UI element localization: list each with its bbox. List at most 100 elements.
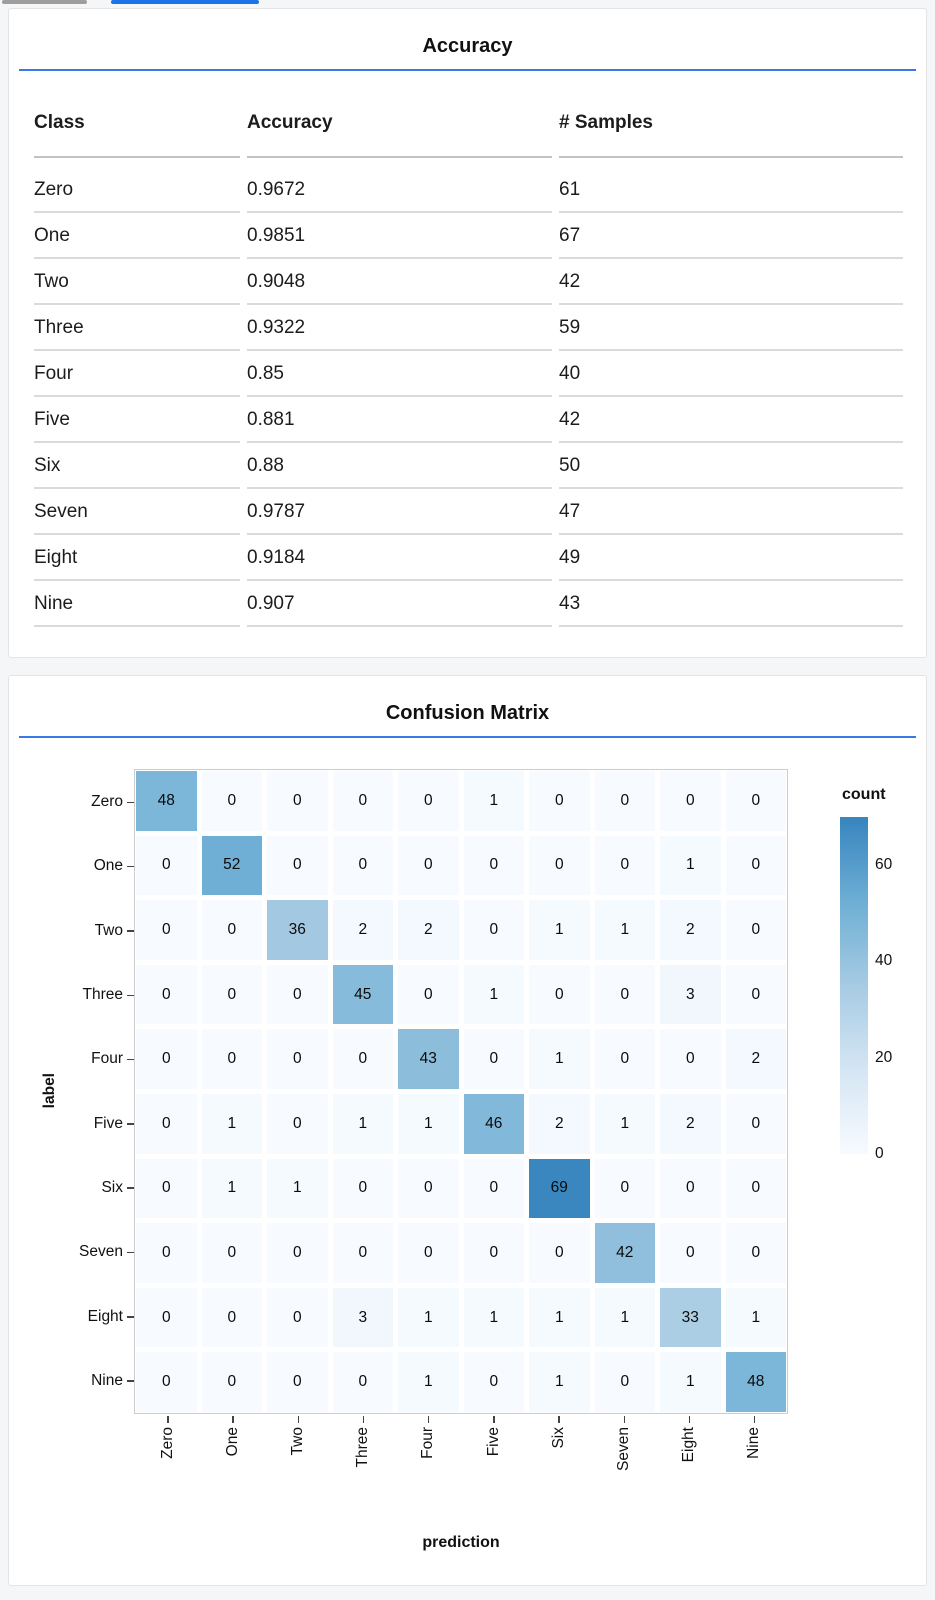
samples-cell: 67 bbox=[559, 213, 903, 259]
heatmap-cell-seven-five: 0 bbox=[463, 1223, 524, 1283]
heatmap-cell-seven-eight: 0 bbox=[660, 1223, 721, 1283]
x-axis-tick bbox=[493, 1416, 495, 1423]
heatmap-cell-three-zero: 0 bbox=[136, 964, 197, 1025]
samples-cell: 49 bbox=[559, 535, 903, 581]
table-row: Seven 0.9787 47 bbox=[34, 489, 903, 535]
class-cell: Three bbox=[34, 305, 240, 351]
heatmap-cell-nine-four: 1 bbox=[398, 1352, 459, 1412]
x-tick-label-box: Three bbox=[331, 1427, 395, 1517]
heatmap-cell-one-two: 0 bbox=[267, 835, 328, 896]
heatmap-cell-four-three: 0 bbox=[332, 1029, 393, 1089]
accuracy-cell: 0.9787 bbox=[247, 489, 552, 535]
accuracy-cell: 0.85 bbox=[247, 351, 552, 397]
confusion-panel-title: Confusion Matrix bbox=[385, 702, 550, 724]
heatmap-cell-three-three: 45 bbox=[332, 964, 393, 1025]
accuracy-panel-title: Accuracy bbox=[422, 35, 513, 57]
accuracy-cell: 0.9851 bbox=[247, 213, 552, 259]
table-row: Four 0.85 40 bbox=[34, 351, 903, 397]
samples-cell: 42 bbox=[559, 397, 903, 443]
y-axis-tick bbox=[127, 1380, 134, 1382]
heatmap-cell-eight-two: 0 bbox=[267, 1287, 328, 1348]
x-tick-label-five: Five bbox=[484, 1427, 502, 1457]
heatmap-cell-five-three: 1 bbox=[332, 1093, 393, 1154]
heatmap-cell-seven-two: 0 bbox=[267, 1223, 328, 1283]
y-axis-tick bbox=[127, 1187, 134, 1189]
heatmap-cell-eight-one: 0 bbox=[201, 1287, 262, 1348]
x-tick-label-box: One bbox=[201, 1427, 265, 1517]
heatmap-cell-four-five: 0 bbox=[463, 1029, 524, 1089]
x-tick-label-seven: Seven bbox=[615, 1427, 632, 1471]
accuracy-cell: 0.9048 bbox=[247, 259, 552, 305]
panel-tabstrip bbox=[0, 0, 935, 4]
confusion-heatmap: 48 0 0 0 0 1 0 0 0 0 0 52 0 0 0 0 0 0 1 0 0 0 36 2 2 0 1 1 2 0 0 0 0 45 0 1… bbox=[134, 769, 788, 1414]
tab-indicator-inactive[interactable] bbox=[2, 0, 87, 4]
y-axis-tick bbox=[127, 1316, 134, 1318]
table-row: Eight 0.9184 49 bbox=[34, 535, 903, 581]
heatmap-cell-nine-two: 0 bbox=[267, 1352, 328, 1412]
accuracy-cell: 0.9184 bbox=[247, 535, 552, 581]
accuracy-table-body: Zero 0.9672 61 One 0.9851 67 Two 0.9048 42 Three 0… bbox=[34, 167, 903, 627]
heatmap-cell-six-one: 1 bbox=[201, 1158, 262, 1219]
y-tick-label-five: Five bbox=[93, 1114, 123, 1132]
samples-cell: 40 bbox=[559, 351, 903, 397]
x-tick-label-one: One bbox=[223, 1427, 241, 1457]
heatmap-cell-two-six: 1 bbox=[529, 900, 590, 960]
y-axis-tick bbox=[127, 801, 134, 804]
heatmap-cell-one-one: 52 bbox=[201, 835, 262, 896]
heatmap-cell-three-six: 0 bbox=[529, 964, 590, 1025]
accuracy-cell: 0.907 bbox=[247, 581, 552, 627]
legend-tick-40: 40 bbox=[875, 952, 893, 970]
samples-cell: 59 bbox=[559, 305, 903, 351]
x-tick-label-box: Seven bbox=[592, 1427, 656, 1517]
samples-cell: 61 bbox=[559, 167, 903, 213]
column-header-class: Class bbox=[34, 99, 240, 158]
tab-indicator-active[interactable] bbox=[111, 0, 259, 4]
samples-cell: 50 bbox=[559, 443, 903, 489]
heatmap-cell-five-six: 2 bbox=[529, 1093, 590, 1154]
heatmap-cell-zero-two: 0 bbox=[267, 771, 328, 831]
x-tick-label-box: Nine bbox=[722, 1427, 786, 1517]
accuracy-table-header: Class Accuracy # Samples bbox=[34, 99, 903, 158]
heatmap-cell-eight-zero: 0 bbox=[136, 1287, 197, 1348]
heatmap-cell-two-eight: 2 bbox=[660, 900, 721, 960]
heatmap-cell-two-one: 0 bbox=[201, 900, 262, 960]
class-cell: Two bbox=[34, 259, 240, 305]
heatmap-cell-four-two: 0 bbox=[267, 1029, 328, 1089]
y-axis-tick bbox=[127, 994, 134, 997]
heatmap-cell-three-two: 0 bbox=[267, 964, 328, 1025]
heatmap-cell-one-nine: 0 bbox=[725, 835, 786, 896]
legend-tick-20: 20 bbox=[875, 1048, 893, 1066]
heatmap-cell-two-five: 0 bbox=[463, 900, 524, 960]
y-tick-label-one: One bbox=[93, 857, 123, 875]
heatmap-cell-three-five: 1 bbox=[463, 964, 524, 1025]
y-axis-tick bbox=[127, 1058, 134, 1061]
heatmap-cell-two-two: 36 bbox=[267, 900, 328, 960]
accuracy-cell: 0.9322 bbox=[247, 305, 552, 351]
heatmap-cell-two-nine: 0 bbox=[725, 900, 786, 960]
x-axis-tick bbox=[297, 1416, 299, 1423]
column-header-samples: # Samples bbox=[559, 99, 903, 158]
heatmap-cell-zero-six: 0 bbox=[529, 771, 590, 831]
heatmap-cell-six-six: 69 bbox=[529, 1158, 590, 1219]
heatmap-cell-seven-four: 0 bbox=[398, 1223, 459, 1283]
heatmap-cell-three-four: 0 bbox=[398, 964, 459, 1025]
heatmap-cell-four-nine: 2 bbox=[725, 1029, 786, 1089]
confusion-matrix-panel: Confusion Matrix 48 0 0 0 0 1 0 0 0 0 0 52 0 0 0 0 0 0 1 0 0… bbox=[8, 675, 927, 1586]
accuracy-cell: 0.881 bbox=[247, 397, 552, 443]
x-tick-label-four: Four bbox=[419, 1427, 437, 1459]
heatmap-cell-eight-four: 1 bbox=[398, 1287, 459, 1348]
heatmap-cell-six-seven: 0 bbox=[594, 1158, 655, 1219]
heatmap-cell-five-eight: 2 bbox=[660, 1093, 721, 1154]
heatmap-cell-seven-six: 0 bbox=[529, 1223, 590, 1283]
heatmap-cell-one-six: 0 bbox=[529, 835, 590, 896]
heatmap-cell-five-four: 1 bbox=[398, 1093, 459, 1154]
heatmap-cell-zero-four: 0 bbox=[398, 771, 459, 831]
heatmap-cell-one-four: 0 bbox=[398, 835, 459, 896]
y-tick-label-seven: Seven bbox=[79, 1243, 123, 1261]
heatmap-cell-six-zero: 0 bbox=[136, 1158, 197, 1219]
heatmap-cell-four-zero: 0 bbox=[136, 1029, 197, 1089]
heatmap-cell-seven-nine: 0 bbox=[725, 1223, 786, 1283]
heatmap-cell-three-eight: 3 bbox=[660, 964, 721, 1025]
table-row: Six 0.88 50 bbox=[34, 443, 903, 489]
heatmap-cell-zero-eight: 0 bbox=[660, 771, 721, 831]
